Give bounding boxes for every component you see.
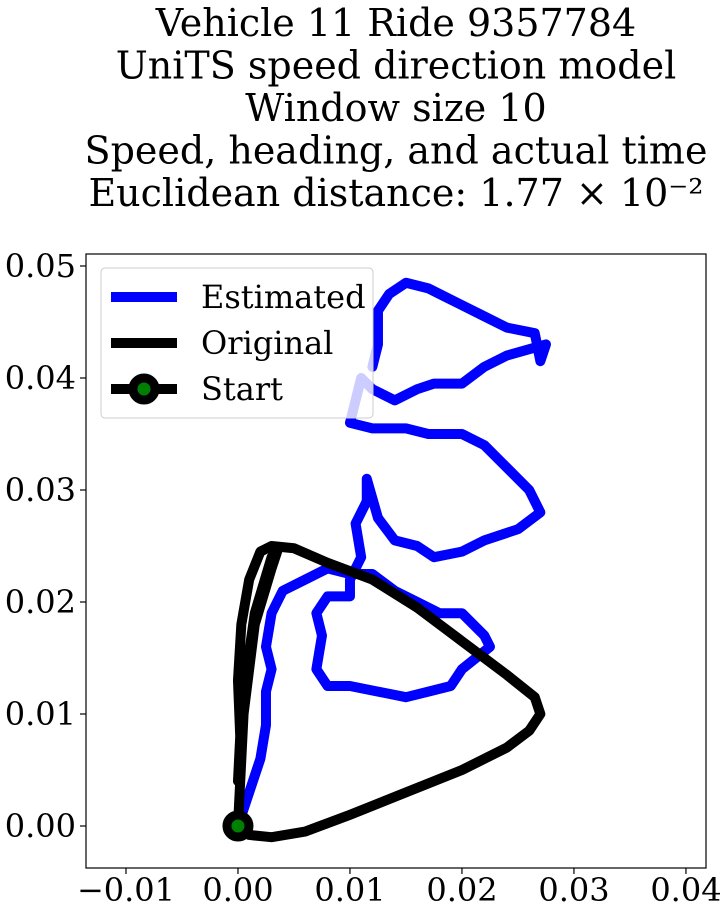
legend-marker — [128, 373, 160, 405]
x-tick-label: 0.02 — [426, 871, 497, 909]
x-tick-label: −0.01 — [77, 871, 175, 909]
y-tick-label: 0.03 — [5, 471, 76, 509]
x-tick-label: 0.01 — [314, 871, 385, 909]
title-line: Euclidean distance: 1.77 × 10⁻² — [88, 171, 703, 215]
legend-label: Estimated — [201, 278, 366, 316]
x-tick-label: 0.03 — [538, 871, 609, 909]
x-tick-label: 0.04 — [650, 871, 721, 909]
legend-box — [100, 267, 374, 419]
title-line: UniTS speed direction model — [116, 44, 676, 88]
plot-area — [222, 277, 551, 843]
series-line — [232, 540, 546, 843]
title-line: Window size 10 — [245, 86, 546, 130]
y-tick-label: 0.02 — [5, 583, 76, 621]
axes-frame — [85, 253, 707, 869]
y-tick-label: 0.04 — [5, 359, 76, 397]
ticks: −0.01 0.00 0.01 0.02 0.03 0.040.000.010.020.0… — [5, 247, 722, 909]
legend: Estimated Original Start — [100, 267, 374, 419]
legend-label: Original — [201, 324, 333, 362]
legend-label: Start — [201, 370, 283, 408]
y-tick-label: 0.05 — [5, 247, 76, 285]
y-tick-label: 0.01 — [5, 695, 76, 733]
x-tick-label: 0.00 — [202, 871, 273, 909]
start-marker — [222, 810, 254, 842]
title-line: Speed, heading, and actual time — [85, 129, 708, 173]
y-tick-label: 0.00 — [5, 807, 76, 845]
title-line: Vehicle 11 Ride 9357784 — [155, 1, 636, 45]
